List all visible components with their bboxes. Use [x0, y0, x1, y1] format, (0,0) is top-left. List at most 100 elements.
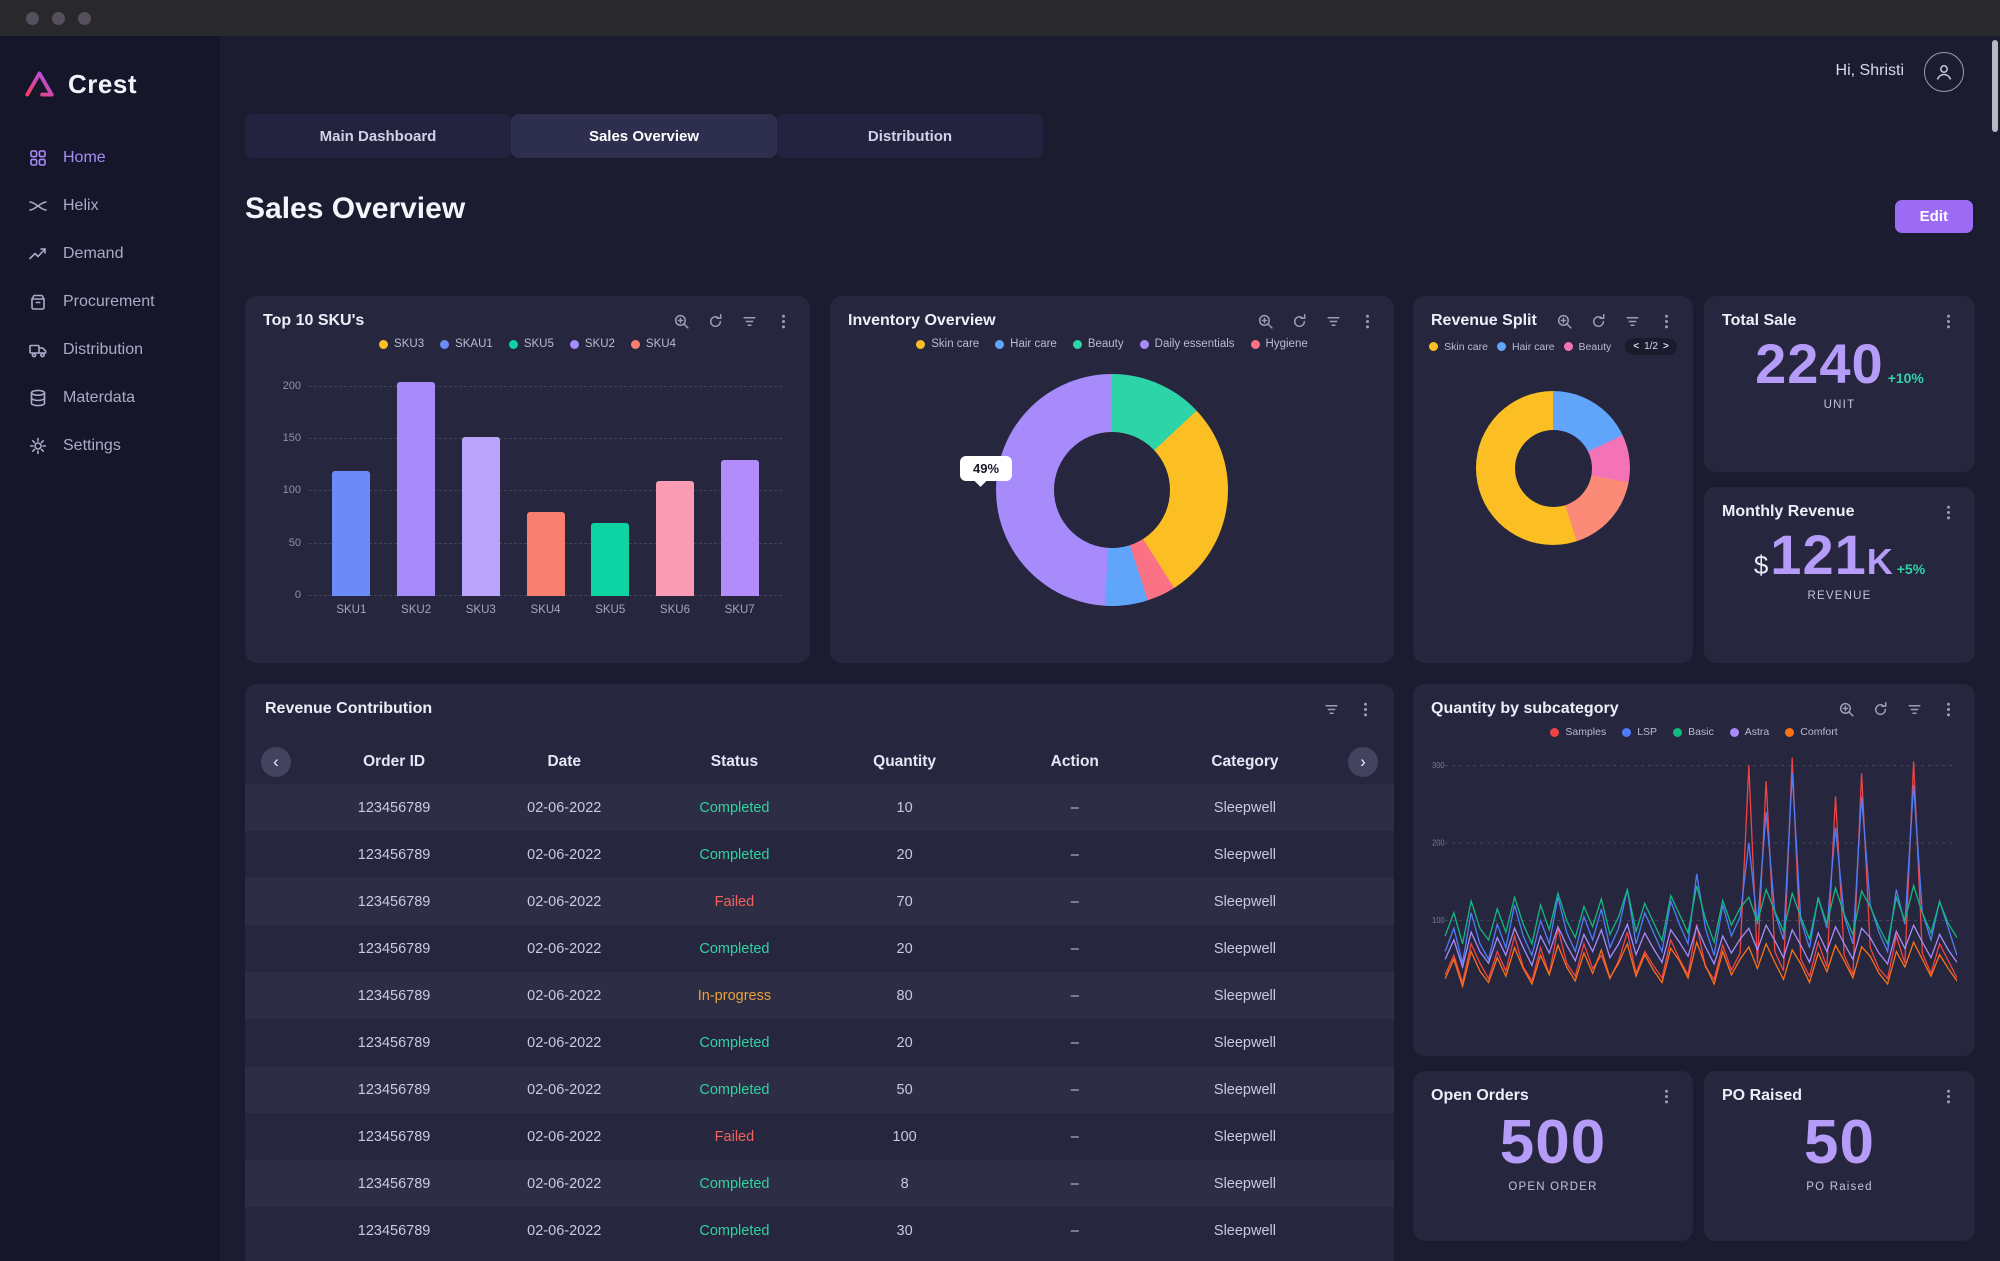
card-title: Revenue Split: [1431, 312, 1537, 329]
legend-item[interactable]: SKU5: [508, 338, 554, 350]
action-cell: –: [1070, 799, 1079, 816]
legend-item[interactable]: Hair care: [1496, 341, 1555, 353]
legend-item[interactable]: Beauty: [1563, 341, 1611, 353]
kebab-menu-icon[interactable]: [1658, 313, 1675, 330]
legend-item[interactable]: Samples: [1550, 726, 1606, 738]
legend-item[interactable]: Skin care: [1429, 341, 1488, 353]
person-icon: [1936, 65, 1952, 80]
column-header[interactable]: Date: [547, 753, 582, 770]
column-header[interactable]: Action: [1050, 753, 1099, 770]
quantity-cell: 10: [896, 799, 913, 816]
inventory-legend: Skin care Hair care Beauty Daily essentials…: [916, 338, 1308, 350]
gear-icon: [29, 437, 47, 455]
filter-icon[interactable]: [1906, 701, 1923, 718]
status-cell: In-progress: [697, 987, 772, 1004]
legend-item[interactable]: SKU2: [569, 338, 615, 350]
user-greeting: Hi, Shristi: [1835, 62, 1904, 79]
legend-item[interactable]: Basic: [1673, 726, 1714, 738]
table-row[interactable]: 123456789 02-06-2022 Failed 70 – Sleepwell: [245, 878, 1394, 925]
filter-icon[interactable]: [1323, 701, 1340, 718]
page-title: Sales Overview: [245, 192, 466, 225]
table-row[interactable]: 123456789 02-06-2022 Failed 100 – Sleepwell: [245, 1113, 1394, 1160]
sidebar-item-procurement[interactable]: Procurement: [0, 278, 220, 326]
refresh-icon[interactable]: [1291, 313, 1308, 330]
kebab-menu-icon[interactable]: [1357, 701, 1374, 718]
column-header[interactable]: Status: [710, 753, 759, 770]
refresh-icon[interactable]: [707, 313, 724, 330]
legend-item[interactable]: Daily essentials: [1139, 338, 1235, 350]
table-row[interactable]: 123456789 02-06-2022 Completed 8 – Sleepwell: [245, 1160, 1394, 1207]
category-cell: Sleepwell: [1213, 1081, 1276, 1098]
monthly-revenue-card: Monthly Revenue $ 121 K +5% REVENUE: [1704, 487, 1975, 663]
legend-item[interactable]: SKAU1: [440, 338, 493, 350]
table-row[interactable]: 123456789 02-06-2022 Completed 30 – Sleepwell: [245, 1207, 1394, 1254]
zoom-icon[interactable]: [1556, 313, 1573, 330]
bar-sku7[interactable]: [720, 460, 759, 596]
zoom-icon[interactable]: [1257, 313, 1274, 330]
kebab-menu-icon[interactable]: [1658, 1088, 1675, 1105]
legend-item[interactable]: SKU4: [630, 338, 676, 350]
legend-item[interactable]: Hygiene: [1250, 338, 1308, 350]
status-cell: Completed: [699, 1034, 770, 1051]
subcategory-legend: Samples LSP Basic Astra Comfort: [1550, 726, 1838, 738]
sidebar-item-distribution[interactable]: Distribution: [0, 326, 220, 374]
legend-item[interactable]: Comfort: [1785, 726, 1838, 738]
edit-button[interactable]: Edit: [1894, 200, 1973, 233]
window-zoom-button[interactable]: [78, 11, 91, 25]
zoom-icon[interactable]: [1838, 701, 1855, 718]
refresh-icon[interactable]: [1872, 701, 1889, 718]
window-minimize-button[interactable]: [52, 11, 65, 25]
legend-item[interactable]: Skin care: [916, 338, 979, 350]
legend-item[interactable]: SKU3: [379, 338, 424, 350]
table-row[interactable]: 123456789 02-06-2022 Completed 50 – Sleepwell: [245, 1066, 1394, 1113]
window-close-button[interactable]: [26, 11, 39, 25]
legend-pagination: < 1/2 >: [1625, 338, 1677, 355]
zoom-icon[interactable]: [673, 313, 690, 330]
bar-sku4[interactable]: [526, 512, 565, 596]
legend-item[interactable]: Hair care: [995, 338, 1057, 350]
filter-icon[interactable]: [1325, 313, 1342, 330]
legend-item[interactable]: LSP: [1622, 726, 1657, 738]
kebab-menu-icon[interactable]: [775, 313, 792, 330]
sidebar-item-settings[interactable]: Settings: [0, 422, 220, 470]
table-row[interactable]: 123456789 02-06-2022 Completed 20 – Sleepwell: [245, 1019, 1394, 1066]
scrollbar[interactable]: [1992, 40, 1998, 132]
kebab-menu-icon[interactable]: [1940, 504, 1957, 521]
table-row[interactable]: 123456789 02-06-2022 In-progress 80 – Sleepwe…: [245, 972, 1394, 1019]
table-row[interactable]: 123456789 02-06-2022 Completed 20 – Sleepwell: [245, 831, 1394, 878]
legend-item[interactable]: Beauty: [1072, 338, 1124, 350]
sidebar-item-label: Demand: [63, 245, 124, 262]
tab-main-dashboard[interactable]: Main Dashboard: [245, 114, 511, 158]
column-header[interactable]: Category: [1211, 753, 1279, 770]
po-raised-value: 50: [1804, 1108, 1875, 1177]
kebab-menu-icon[interactable]: [1940, 701, 1957, 718]
table-row[interactable]: 123456789 02-06-2022 Completed 20 – Sleepwell: [245, 925, 1394, 972]
bar-sku6[interactable]: [655, 481, 694, 596]
column-header[interactable]: Quantity: [873, 753, 937, 770]
refresh-icon[interactable]: [1590, 313, 1607, 330]
tab-sales-overview[interactable]: Sales Overview: [511, 114, 777, 158]
table-prev-button[interactable]: ‹: [261, 747, 291, 777]
filter-icon[interactable]: [741, 313, 758, 330]
legend-next-icon[interactable]: >: [1663, 341, 1669, 352]
kebab-menu-icon[interactable]: [1940, 313, 1957, 330]
bar-sku2[interactable]: [397, 381, 436, 596]
kebab-menu-icon[interactable]: [1940, 1088, 1957, 1105]
tab-distribution[interactable]: Distribution: [777, 114, 1043, 158]
avatar[interactable]: [1924, 52, 1964, 92]
table-row[interactable]: 123456789 02-06-2022 Completed 10 – Sleepwell: [245, 784, 1394, 831]
kebab-menu-icon[interactable]: [1359, 313, 1376, 330]
bar-sku5[interactable]: [591, 522, 630, 596]
sidebar-item-helix[interactable]: Helix: [0, 182, 220, 230]
column-header[interactable]: Order ID: [363, 753, 426, 770]
sidebar-item-home[interactable]: Home: [0, 134, 220, 182]
legend-label: Skin care: [1444, 340, 1488, 353]
table-next-button[interactable]: ›: [1348, 747, 1378, 777]
legend-prev-icon[interactable]: <: [1633, 341, 1640, 352]
bar-sku1[interactable]: [332, 470, 371, 596]
filter-icon[interactable]: [1624, 313, 1641, 330]
sidebar-item-materdata[interactable]: Materdata: [0, 374, 220, 422]
bar-sku3[interactable]: [461, 437, 500, 596]
sidebar-item-demand[interactable]: Demand: [0, 230, 220, 278]
legend-item[interactable]: Astra: [1729, 726, 1769, 738]
